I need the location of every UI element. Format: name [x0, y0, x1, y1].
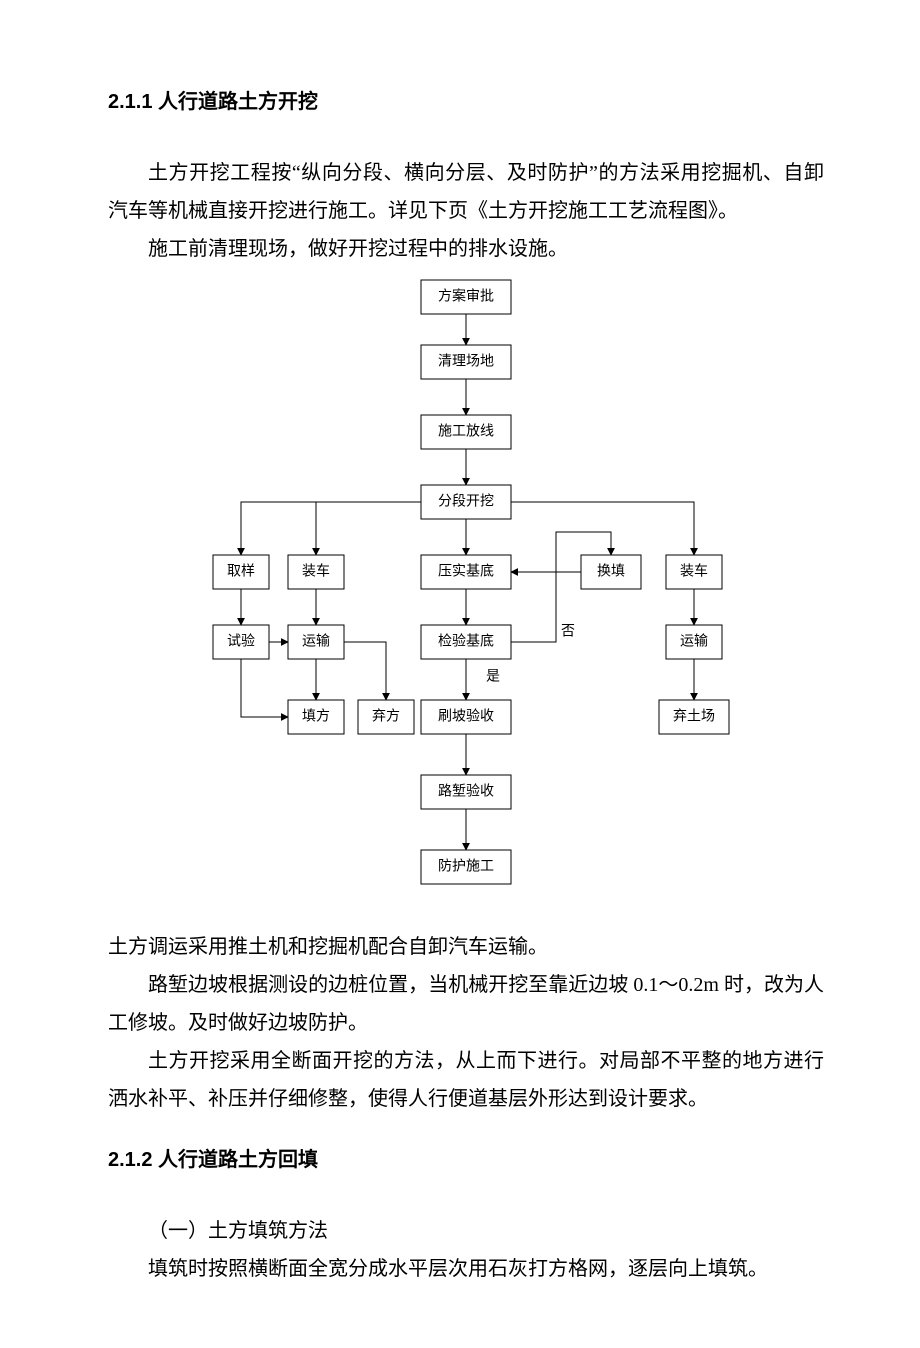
flowchart-node-label: 运输: [302, 634, 330, 650]
paragraph: 施工前清理现场，做好开挖过程中的排水设施。: [108, 230, 824, 268]
flowchart-node-label: 装车: [680, 563, 708, 580]
flowchart-node-label: 试验: [227, 634, 255, 650]
section-heading-2: 2.1.2 人行道路土方回填: [108, 1144, 824, 1176]
flowchart-node-label: 清理场地: [438, 354, 494, 370]
flowchart-node-label: 换填: [597, 563, 625, 580]
spacer: [108, 1118, 824, 1144]
paragraph: 土方开挖采用全断面开挖的方法，从上而下进行。对局部不平整的地方进行洒水补平、补压…: [108, 1042, 824, 1118]
flowchart-node-label: 检验基底: [438, 633, 494, 650]
flowchart-node-label: 取样: [227, 564, 255, 580]
flowchart-node-label: 分段开挖: [438, 494, 494, 510]
flowchart-node-label: 压实基底: [438, 563, 494, 580]
section-heading-1: 2.1.1 人行道路土方开挖: [108, 86, 824, 118]
paragraph: 填筑时按照横断面全宽分成水平层次用石灰打方格网，逐层向上填筑。: [108, 1250, 824, 1288]
flowchart-node-label: 弃方: [372, 709, 400, 725]
paragraph: 土方调运采用推土机和挖掘机配合自卸汽车运输。: [108, 928, 824, 966]
paragraph: （一）土方填筑方法: [108, 1212, 824, 1250]
flowchart-node-label: 方案审批: [438, 288, 494, 305]
flowchart-diagram: 是 否 方案审批清理场地施工放线分段开挖压实基底检验基底刷坡验收路堑验收防护施工 换填…: [186, 272, 746, 922]
flowchart-node-label: 施工放线: [438, 424, 494, 440]
document-page: 2.1.1 人行道路土方开挖 土方开挖工程按“纵向分段、横向分层、及时防护”的方…: [0, 0, 920, 1348]
flowchart-node-label: 路堑验收: [438, 784, 494, 800]
flowchart-node-label: 填方: [302, 709, 330, 725]
flowchart-node-label: 刷坡验收: [438, 709, 494, 725]
flowchart-node-label: 防护施工: [438, 859, 494, 875]
flowchart-node-label: 装车: [302, 563, 330, 580]
svg-text:是: 是: [486, 670, 500, 685]
paragraph: 土方开挖工程按“纵向分段、横向分层、及时防护”的方法采用挖掘机、自卸汽车等机械直…: [108, 154, 824, 230]
paragraph: 路堑边坡根据测设的边桩位置，当机械开挖至靠近边坡 0.1～0.2m 时，改为人工…: [108, 966, 824, 1042]
flowchart-node-label: 运输: [680, 634, 708, 650]
flowchart-node-label: 弃土场: [673, 709, 715, 725]
svg-text:否: 否: [561, 625, 575, 640]
flowchart-container: 是 否 方案审批清理场地施工放线分段开挖压实基底检验基底刷坡验收路堑验收防护施工 换填…: [108, 272, 824, 922]
